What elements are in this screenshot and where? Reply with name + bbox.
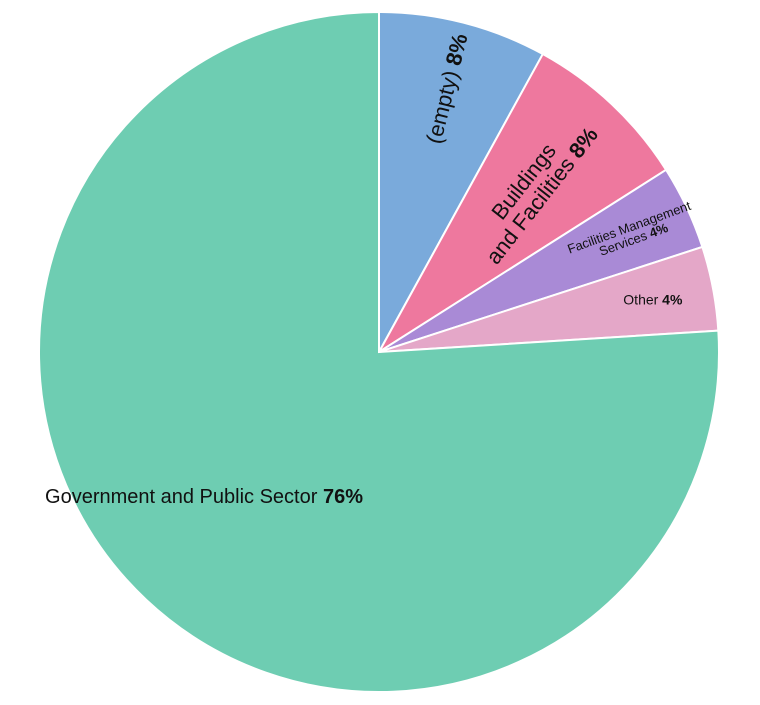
slice-percent-label: 76% xyxy=(317,486,363,508)
pie-slice-buildings-and-facilities xyxy=(378,52,668,353)
slice-percent-label: 4% xyxy=(644,220,671,242)
pie-slice-empty xyxy=(378,10,545,353)
pie-slice-government-and-public-sector xyxy=(38,10,720,693)
slice-label-text: Government and Public Sector xyxy=(45,486,318,508)
slice-label: Government and Public Sector 76% xyxy=(45,486,363,508)
slice-label-text: Other xyxy=(623,292,658,308)
slice-label: Other 4% xyxy=(623,292,683,308)
pie-slices xyxy=(38,10,720,693)
slice-percent-label: 4% xyxy=(658,292,683,308)
